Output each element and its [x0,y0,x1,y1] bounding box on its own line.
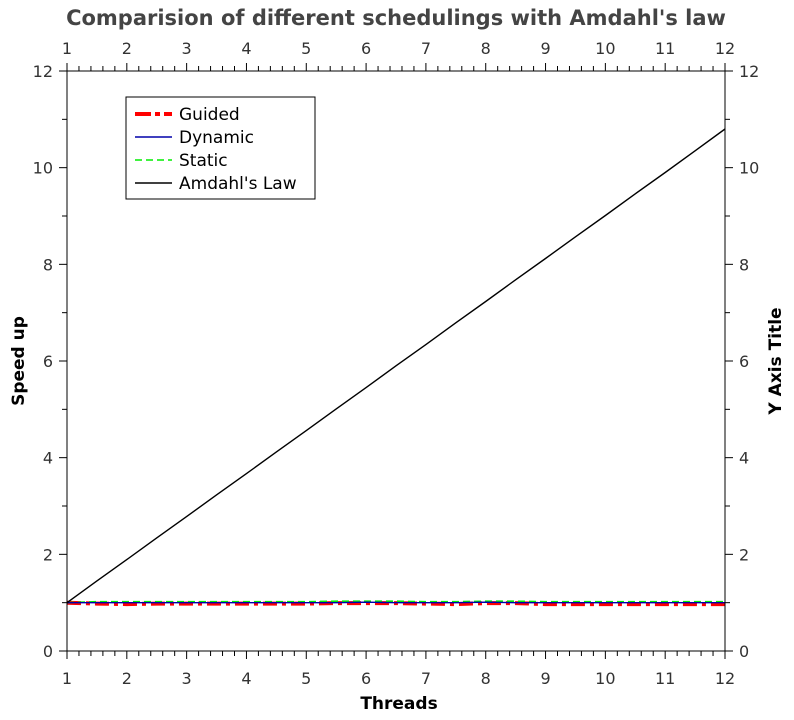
series-line-dynamic [67,601,725,604]
x-axis-title: Threads [360,694,437,714]
x-tick-label-bottom: 2 [122,669,132,688]
legend-label: Guided [179,105,240,125]
x-tick-label-bottom: 5 [301,669,311,688]
x-tick-label-bottom: 11 [655,669,675,688]
x-tick-label-bottom: 3 [182,669,192,688]
y-tick-label-left: 4 [43,449,53,468]
chart-title: Comparision of different schedulings wit… [66,6,726,30]
y-tick-label-right: 8 [739,255,749,274]
legend-label: Amdahl's Law [179,174,297,194]
y-tick-label-left: 0 [43,642,53,661]
x-tick-label-top: 3 [182,39,192,58]
x-tick-label-top: 2 [122,39,132,58]
plot-frame [66,70,726,652]
y-tick-label-left: 2 [43,545,53,564]
y-axis-title: Speed up [9,316,29,406]
x-tick-label-bottom: 12 [715,669,735,688]
x-tick-label-top: 7 [421,39,431,58]
legend-label: Static [179,151,228,171]
y-tick-label-right: 12 [739,62,759,81]
y-tick-label-right: 2 [739,545,749,564]
x-tick-label-bottom: 1 [62,669,72,688]
x-tick-label-bottom: 6 [361,669,371,688]
x-tick-label-top: 1 [62,39,72,58]
x-tick-label-top: 10 [595,39,615,58]
series-line-amdahl-s-law [66,128,726,604]
y-tick-label-left: 8 [43,255,53,274]
x-tick-label-top: 11 [655,39,675,58]
x-tick-label-top: 5 [301,39,311,58]
y-tick-label-right: 6 [739,352,749,371]
y-tick-label-right: 10 [739,159,759,178]
x-tick-label-top: 6 [361,39,371,58]
x-tick-label-top: 8 [481,39,491,58]
y-tick-label-left: 12 [33,62,53,81]
x-tick-label-bottom: 9 [540,669,550,688]
y-axis-title-right: Y Axis Title [766,307,786,415]
axis-ticks [59,63,733,659]
x-tick-label-bottom: 7 [421,669,431,688]
legend: Guided Dynamic Static Amdahl's Law [125,96,316,200]
y-tick-label-left: 6 [43,352,53,371]
x-tick-label-top: 12 [715,39,735,58]
legend-label: Dynamic [179,128,254,148]
y-tick-label-left: 10 [33,159,53,178]
y-tick-label-right: 4 [739,449,749,468]
x-tick-label-bottom: 10 [595,669,615,688]
series-lines [66,128,726,607]
x-tick-label-bottom: 8 [481,669,491,688]
y-tick-label-right: 0 [739,642,749,661]
x-tick-label-top: 9 [540,39,550,58]
x-tick-label-bottom: 4 [241,669,251,688]
x-tick-label-top: 4 [241,39,251,58]
